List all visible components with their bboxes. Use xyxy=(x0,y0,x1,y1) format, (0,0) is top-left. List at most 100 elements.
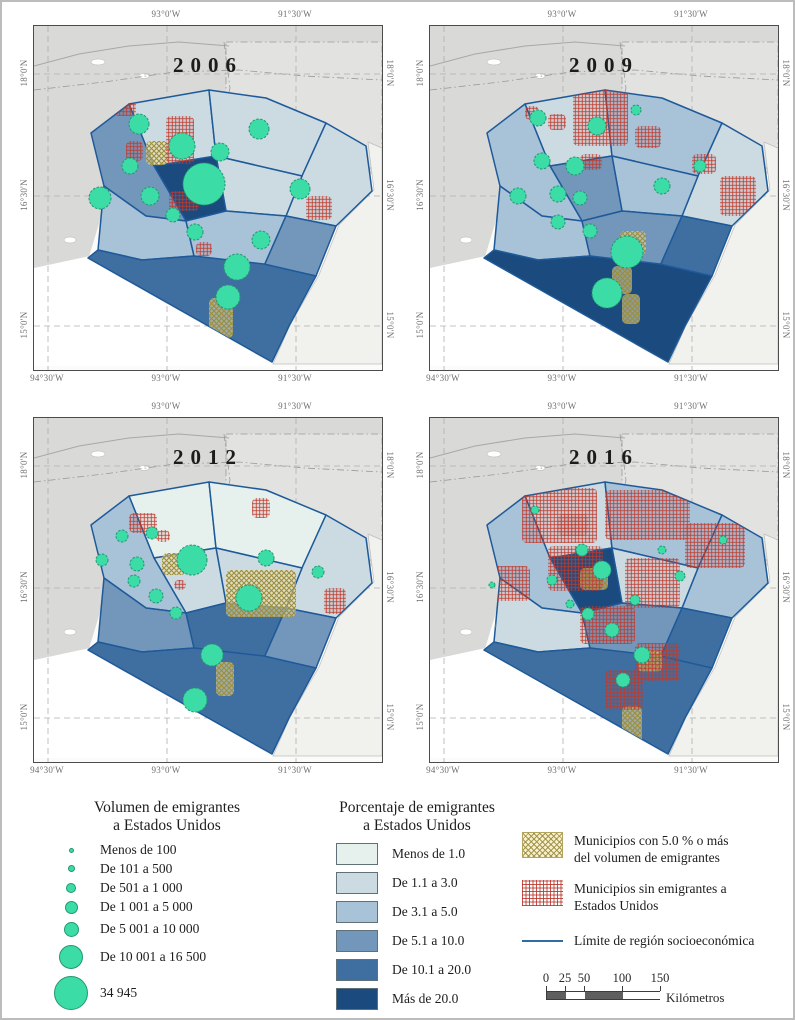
volume-legend-label: Menos de 100 xyxy=(100,842,177,857)
no-emigrants-area xyxy=(196,242,212,256)
emigrant-volume-circle xyxy=(215,284,241,310)
state-boundary-line xyxy=(430,41,626,67)
axis-label-top: 93°0'W xyxy=(151,9,181,19)
emigrant-volume-circle xyxy=(674,570,686,582)
no-emigrants-area xyxy=(605,490,690,540)
emigrant-volume-circle xyxy=(115,529,129,543)
percent-color-swatch xyxy=(336,901,378,923)
no-emigrants-legend-entry: Municipios sin emigrantes a Estados Unid… xyxy=(522,880,784,914)
axis-label-left: 18°0'N xyxy=(19,451,29,479)
axis-label-bottom: 91°30'W xyxy=(674,373,708,383)
year-title: 2006 xyxy=(173,53,243,77)
emigrant-volume-circle xyxy=(550,214,566,230)
no-emigrants-area xyxy=(720,176,756,216)
emigrant-volume-circle xyxy=(129,556,145,572)
percent-legend-title-line2: a Estados Unidos xyxy=(363,817,471,834)
scale-bar-tick xyxy=(584,986,585,991)
scale-bar: 0 25 50 100 150 Kilómetros xyxy=(542,971,776,1013)
state-boundary-line xyxy=(34,69,382,91)
volume-circle-cell xyxy=(42,865,100,872)
emigrant-volume-circle xyxy=(653,177,671,195)
region-boundary-line-swatch xyxy=(522,932,563,949)
axis-label-bottom: 91°30'W xyxy=(278,373,312,383)
neighbor-states-area xyxy=(430,566,510,662)
volume-circle-cell xyxy=(42,976,100,1010)
percent-legend: Porcentaje de emigrantes a Estados Unido… xyxy=(312,799,522,1017)
axis-label-left: 15°0'N xyxy=(19,703,29,731)
no-emigrants-area xyxy=(635,126,661,148)
map-panel-2012: 93°0'W 91°30'W 94°30'W 93°0'W 91°30'W 18°0'N 1… xyxy=(16,400,398,792)
axis-label-left: 15°0'N xyxy=(415,311,425,339)
pacific-ocean xyxy=(430,256,670,366)
map-frame: 2016 xyxy=(429,417,779,763)
emigrant-volume-circle xyxy=(592,560,612,580)
volume-circle-symbol xyxy=(63,921,79,937)
high-volume-hatch-swatch xyxy=(522,832,563,858)
axis-label-bottom: 91°30'W xyxy=(278,765,312,775)
emigrant-volume-circle xyxy=(145,526,159,540)
axis-label-right: 15°0'N xyxy=(781,703,791,731)
high-volume-area xyxy=(622,294,640,324)
emigrant-volume-circle xyxy=(572,190,588,206)
emigrant-volume-circle xyxy=(251,230,271,250)
scale-bar-tick xyxy=(565,986,566,991)
emigrant-volume-circle xyxy=(182,162,226,206)
axis-label-bottom: 93°0'W xyxy=(547,373,577,383)
volume-legend-title-line2: a Estados Unidos xyxy=(113,817,221,834)
high-volume-area xyxy=(146,141,168,165)
percent-legend-label: De 1.1 a 3.0 xyxy=(392,875,458,890)
percent-legend-item: De 3.1 a 5.0 xyxy=(312,901,522,923)
no-emigrants-area xyxy=(324,588,346,614)
percent-legend-item: De 1.1 a 3.0 xyxy=(312,872,522,894)
axis-label-right: 16°30'N xyxy=(781,571,791,603)
percent-color-swatch xyxy=(336,843,378,865)
map-2009: 2009 xyxy=(430,26,778,370)
volume-circle-symbol xyxy=(64,900,78,914)
scale-bar-tick-label: 0 xyxy=(542,971,550,985)
axis-label-right: 18°0'N xyxy=(385,59,395,87)
high-volume-legend-entry: Municipios con 5.0 % o más del volumen d… xyxy=(522,832,784,866)
region-costa xyxy=(483,249,713,363)
map-frame: 2012 xyxy=(33,417,383,763)
scale-bar-tick-label: 50 xyxy=(577,971,591,985)
map-panel-2016: 93°0'W 91°30'W 94°30'W 93°0'W 91°30'W 18°0'N 1… xyxy=(412,400,793,792)
emigrant-volume-circle xyxy=(95,553,109,567)
no-emigrants-area xyxy=(252,498,270,518)
state-boundary-line xyxy=(430,433,626,459)
emigrant-volume-circle xyxy=(168,132,196,160)
state-boundary-line xyxy=(430,461,778,483)
volume-legend-label: De 1 001 a 5 000 xyxy=(100,899,193,914)
axis-label-top: 91°30'W xyxy=(674,401,708,411)
no-emigrants-label: Municipios sin emigrantes a Estados Unid… xyxy=(574,880,727,914)
axis-label-top: 93°0'W xyxy=(151,401,181,411)
water-body xyxy=(90,450,106,458)
axis-label-bottom: 94°30'W xyxy=(426,765,460,775)
year-title: 2012 xyxy=(173,445,243,469)
volume-legend-title-line1: Volumen de emigrantes xyxy=(93,799,241,816)
percent-legend-label: De 3.1 a 5.0 xyxy=(392,904,458,919)
scale-bar-tick xyxy=(546,986,547,991)
no-emigrants-area xyxy=(306,196,332,220)
axis-label-left: 16°30'N xyxy=(19,179,29,211)
axis-label-top: 91°30'W xyxy=(674,9,708,19)
emigrant-volume-circle xyxy=(582,223,598,239)
axis-label-bottom: 93°0'W xyxy=(547,765,577,775)
percent-legend-label: Más de 20.0 xyxy=(392,991,459,1006)
no-emigrants-hatch-swatch xyxy=(522,880,563,906)
percent-color-swatch xyxy=(336,959,378,981)
scale-bar-bar xyxy=(546,991,661,1000)
volume-circle-cell xyxy=(42,900,100,914)
state-boundary-line xyxy=(34,461,382,483)
volume-legend-items: Menos de 100 De 101 a 500 De 501 a 1 000 De… xyxy=(42,841,292,1013)
no-emigrants-area xyxy=(625,558,680,608)
high-volume-label-line1: Municipios con 5.0 % o más xyxy=(574,833,729,848)
emigrant-volume-circle xyxy=(257,549,275,567)
volume-legend-item: Menos de 100 xyxy=(42,841,292,859)
year-title: 2016 xyxy=(569,445,639,469)
percent-legend-item: De 10.1 a 20.0 xyxy=(312,959,522,981)
region-boundary-label: Límite de región socioeconómica xyxy=(574,933,755,948)
axis-label-top: 93°0'W xyxy=(547,401,577,411)
percent-legend-item: Menos de 1.0 xyxy=(312,843,522,865)
emigrant-volume-circle xyxy=(148,588,164,604)
